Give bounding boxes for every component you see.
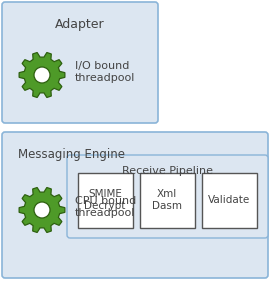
Polygon shape [19,188,65,233]
Text: Messaging Engine: Messaging Engine [18,148,125,161]
Circle shape [34,67,50,83]
Circle shape [34,202,50,218]
Text: Xml
Dasm: Xml Dasm [152,189,182,211]
Bar [140,173,195,228]
Text: Receive Pipeline: Receive Pipeline [121,166,213,176]
FancyBboxPatch shape [67,155,268,238]
Text: Validate: Validate [208,195,250,205]
Polygon shape [19,53,65,98]
Text: CPU bound
threadpool: CPU bound threadpool [75,196,136,218]
FancyBboxPatch shape [2,2,158,123]
Bar [202,173,257,228]
Text: Adapter: Adapter [55,18,105,31]
Text: SMIME
Decrypt: SMIME Decrypt [84,189,126,211]
Text: I/O bound
threadpool: I/O bound threadpool [75,61,135,83]
FancyBboxPatch shape [2,132,268,278]
Bar [78,173,133,228]
